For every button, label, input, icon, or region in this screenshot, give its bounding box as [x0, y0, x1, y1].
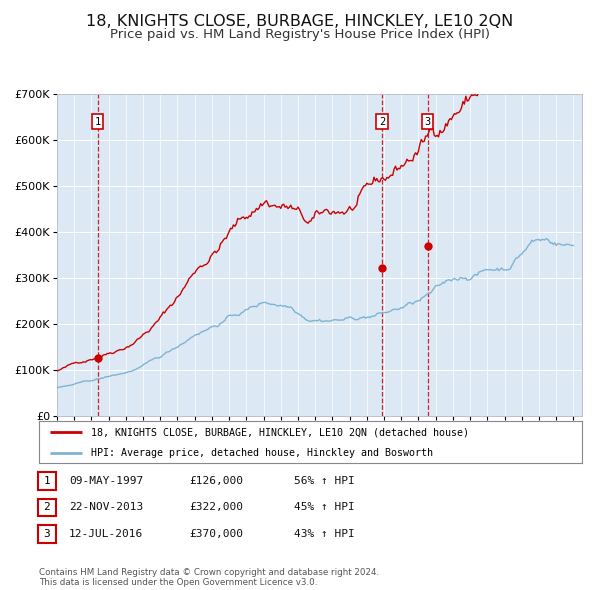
Text: £322,000: £322,000: [189, 503, 243, 512]
Text: £126,000: £126,000: [189, 476, 243, 486]
Text: HPI: Average price, detached house, Hinckley and Bosworth: HPI: Average price, detached house, Hinc…: [91, 448, 433, 457]
Text: 1: 1: [43, 476, 50, 486]
Text: 2: 2: [379, 117, 385, 127]
Text: 1: 1: [94, 117, 101, 127]
Text: 12-JUL-2016: 12-JUL-2016: [69, 529, 143, 539]
Text: 2: 2: [43, 503, 50, 512]
Text: 56% ↑ HPI: 56% ↑ HPI: [294, 476, 355, 486]
Text: 43% ↑ HPI: 43% ↑ HPI: [294, 529, 355, 539]
Text: 18, KNIGHTS CLOSE, BURBAGE, HINCKLEY, LE10 2QN: 18, KNIGHTS CLOSE, BURBAGE, HINCKLEY, LE…: [86, 14, 514, 28]
Text: 3: 3: [424, 117, 431, 127]
Text: Price paid vs. HM Land Registry's House Price Index (HPI): Price paid vs. HM Land Registry's House …: [110, 28, 490, 41]
Text: £370,000: £370,000: [189, 529, 243, 539]
Text: 3: 3: [43, 529, 50, 539]
Text: Contains HM Land Registry data © Crown copyright and database right 2024.
This d: Contains HM Land Registry data © Crown c…: [39, 568, 379, 587]
Text: 09-MAY-1997: 09-MAY-1997: [69, 476, 143, 486]
Text: 18, KNIGHTS CLOSE, BURBAGE, HINCKLEY, LE10 2QN (detached house): 18, KNIGHTS CLOSE, BURBAGE, HINCKLEY, LE…: [91, 427, 469, 437]
Text: 22-NOV-2013: 22-NOV-2013: [69, 503, 143, 512]
Text: 45% ↑ HPI: 45% ↑ HPI: [294, 503, 355, 512]
